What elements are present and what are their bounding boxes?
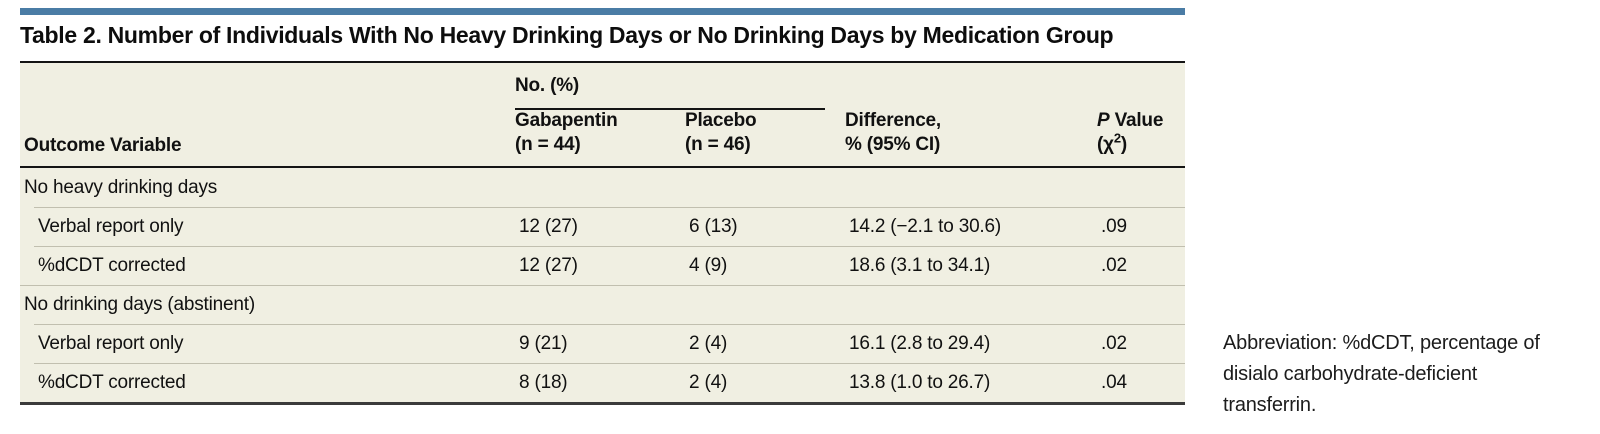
p-value-rest: Value	[1109, 110, 1164, 131]
placebo-line2: (n = 46)	[685, 134, 751, 155]
abbreviation-footnote: Abbreviation: %dCDT, percentage of disia…	[1223, 332, 1540, 416]
table-row-group-no-drinking-days: No drinking days (abstinent)	[20, 285, 1185, 324]
difference-line2: % (95% CI)	[845, 134, 941, 155]
column-header-outcome-variable: Outcome Variable	[24, 135, 182, 156]
cell-placebo: 2 (4)	[689, 332, 728, 354]
cell-gabapentin: 12 (27)	[519, 254, 578, 276]
cell-placebo: 6 (13)	[689, 215, 738, 237]
column-header-gabapentin: Gabapentin (n = 44)	[515, 109, 618, 157]
chi-superscript: 2	[1113, 130, 1121, 146]
gabapentin-line1: Gabapentin	[515, 110, 618, 131]
row-label: %dCDT corrected	[38, 254, 186, 276]
cell-p-value: .02	[1101, 254, 1127, 276]
cell-difference: 13.8 (1.0 to 26.7)	[849, 371, 991, 393]
cell-p-value: .04	[1101, 371, 1127, 393]
cell-difference: 16.1 (2.8 to 29.4)	[849, 332, 991, 354]
p-value-p: P	[1097, 110, 1110, 131]
row-label: %dCDT corrected	[38, 371, 186, 393]
data-table: Outcome Variable No. (%) Gabapentin (n =…	[20, 61, 1185, 405]
row-separator	[20, 285, 1185, 286]
table-row-verbal-report-only-2: Verbal report only 9 (21) 2 (4) 16.1 (2.…	[20, 324, 1185, 363]
table-row-group-no-heavy-drinking-days: No heavy drinking days	[20, 168, 1185, 207]
row-separator	[34, 363, 1185, 364]
row-label: Verbal report only	[38, 332, 184, 354]
placebo-line1: Placebo	[685, 110, 757, 131]
cell-gabapentin: 9 (21)	[519, 332, 568, 354]
column-header-p-value: P Value (χ2)	[1097, 109, 1163, 157]
table-title: Table 2. Number of Individuals With No H…	[20, 22, 1114, 48]
column-header-difference: Difference, % (95% CI)	[845, 109, 941, 157]
table-row-dcdt-corrected-2: %dCDT corrected 8 (18) 2 (4) 13.8 (1.0 t…	[20, 363, 1185, 402]
row-separator	[34, 246, 1185, 247]
gabapentin-line2: (n = 44)	[515, 134, 581, 155]
cell-placebo: 4 (9)	[689, 254, 728, 276]
chi-pre: (χ	[1097, 134, 1114, 155]
row-separator	[34, 324, 1185, 325]
cell-p-value: .09	[1101, 215, 1127, 237]
spanner-no-percent: No. (%)	[515, 75, 580, 96]
row-label: No drinking days (abstinent)	[24, 293, 255, 315]
cell-gabapentin: 8 (18)	[519, 371, 568, 393]
chi-post: )	[1120, 134, 1128, 155]
table-row-verbal-report-only-1: Verbal report only 12 (27) 6 (13) 14.2 (…	[20, 207, 1185, 246]
row-separator	[34, 207, 1185, 208]
cell-gabapentin: 12 (27)	[519, 215, 578, 237]
cell-difference: 14.2 (−2.1 to 30.6)	[849, 215, 1002, 237]
column-header-placebo: Placebo (n = 46)	[685, 109, 757, 157]
cell-difference: 18.6 (3.1 to 34.1)	[849, 254, 991, 276]
row-label: Verbal report only	[38, 215, 184, 237]
accent-bar	[20, 8, 1185, 15]
difference-line1: Difference,	[845, 110, 942, 131]
cell-placebo: 2 (4)	[689, 371, 728, 393]
table-row-dcdt-corrected-1: %dCDT corrected 12 (27) 4 (9) 18.6 (3.1 …	[20, 246, 1185, 285]
cell-p-value: .02	[1101, 332, 1127, 354]
row-label: No heavy drinking days	[24, 176, 218, 198]
table-header: Outcome Variable No. (%) Gabapentin (n =…	[20, 63, 1185, 168]
spanner-rule	[515, 108, 825, 110]
